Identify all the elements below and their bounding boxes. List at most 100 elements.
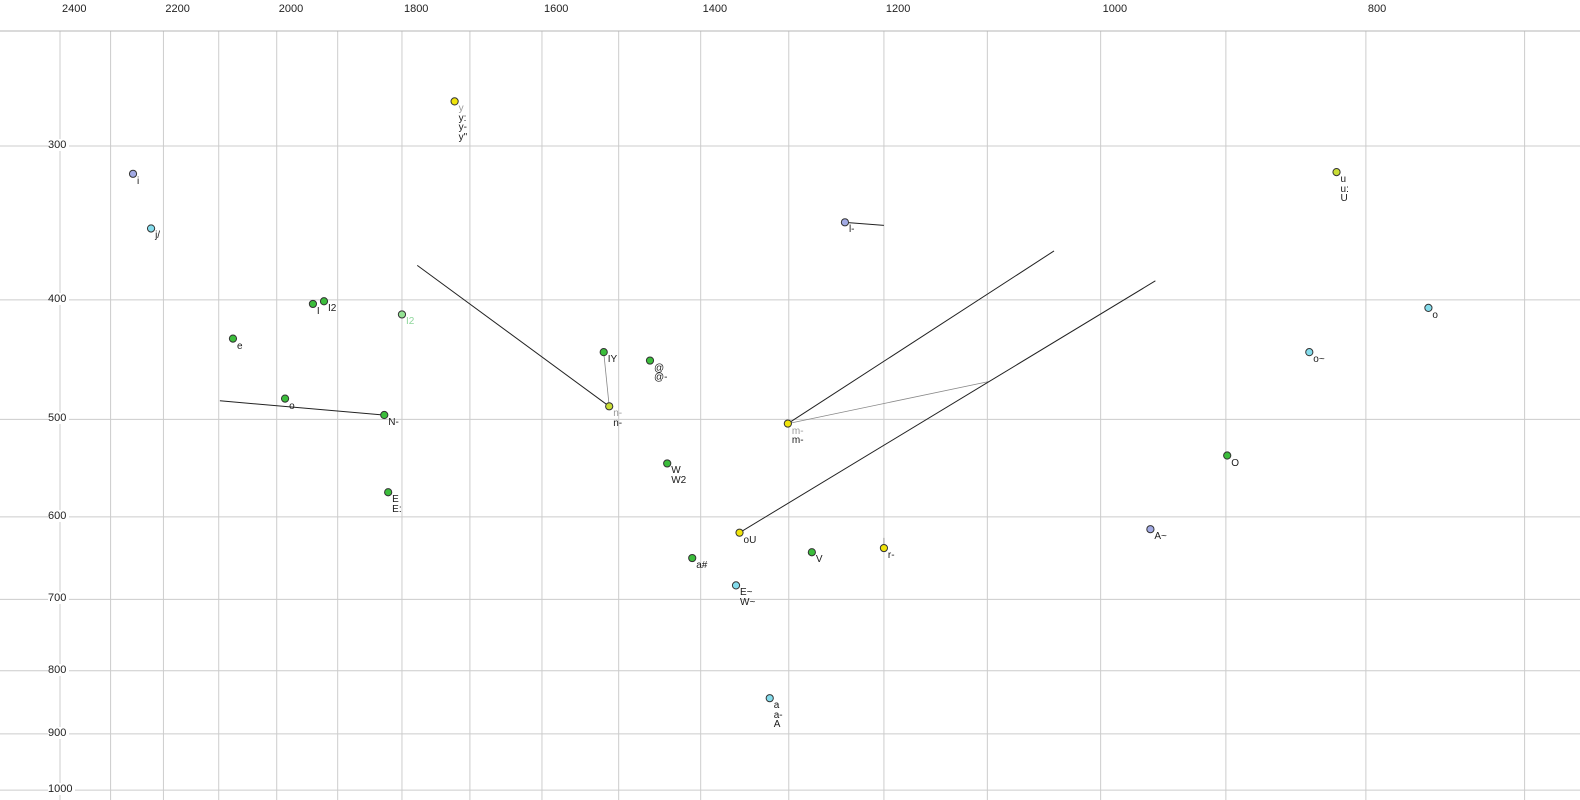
point-label-i2: I2 [328,304,336,314]
point-label-line: U [1340,193,1348,205]
x-tick-label: 1600 [543,3,569,15]
point-label-line: j/ [155,230,161,242]
point-label-line: u: [1340,183,1349,195]
point-label-line: o~ [1313,354,1325,366]
point-label-line: a- [773,709,783,721]
point-label-line: u [1340,174,1347,186]
data-point-i2[interactable] [397,310,407,319]
point-label-line: E [392,494,399,506]
trajectory-line [416,264,610,407]
x-tick-label: 1800 [403,3,429,15]
point-label-j: j/ [155,231,160,241]
y-tick-label: 700 [48,592,70,605]
data-point-y[interactable] [450,97,459,106]
point-label-line: W2 [671,474,687,486]
point-label-a: a# [696,561,707,571]
data-point-ou[interactable] [735,528,744,537]
point-label-line: m- [791,425,804,437]
point-label-line: I2 [328,303,337,315]
y-tick-label: 600 [48,509,70,522]
point-label-a: A~ [1154,532,1167,542]
point-label-line: e [236,340,243,352]
y-tick-label: 900 [48,726,70,739]
data-point-o[interactable] [1424,303,1433,312]
data-point-e[interactable] [384,488,393,497]
point-label-i: i [137,177,139,187]
point-label-line: V [815,554,823,566]
data-point-w[interactable] [663,459,672,468]
data-point-n[interactable] [380,410,389,420]
point-label-v: V [816,555,823,565]
x-tick-label: 800 [1367,3,1387,15]
point-label-pt: @ @- [653,362,667,383]
point-label-i: I [317,307,320,317]
data-point-i[interactable] [128,169,138,178]
point-label-line: IY [607,354,618,366]
point-label-line: O [1231,457,1239,469]
point-label-line: y [458,103,464,115]
y-tick-label: 1000 [48,783,76,796]
data-point-i2[interactable] [319,297,329,306]
data-point-o[interactable] [1223,451,1232,460]
point-label-a: a a- A [774,701,783,730]
trajectory-line [739,280,1156,534]
point-label-m: m-m- [791,425,804,447]
point-label-line: a [773,700,780,712]
data-point-n[interactable] [605,402,614,411]
x-tick-label: 1200 [885,3,911,15]
point-label-e: E~ W~ [740,588,755,607]
data-point-i[interactable] [308,299,318,309]
x-tick-label: 1400 [702,3,728,15]
data-point-u[interactable] [1332,168,1341,177]
data-point-j[interactable] [146,224,156,233]
data-point-o[interactable] [280,394,290,403]
data-point-o[interactable] [1305,348,1314,357]
trajectory-line [787,381,989,424]
point-label-line: A~ [1154,531,1167,543]
point-label-line: y- [458,122,467,134]
point-label-o: o [1432,311,1438,321]
point-label-n: N- [388,418,399,428]
point-label-iy: IY [608,355,617,365]
point-label-line: n- [613,417,623,429]
data-point-v[interactable] [807,548,816,557]
point-label-line: r- [887,550,895,562]
point-label-e: E E: [392,495,401,514]
data-point-a[interactable] [688,553,697,563]
point-label-line: I [316,305,320,317]
point-label-line: E~ [740,587,753,599]
x-tick-label: 2000 [278,3,304,15]
point-label-u: u u: U [1341,175,1349,204]
data-point-r[interactable] [879,543,889,553]
point-label-line: W~ [740,596,756,608]
point-label-line: m- [791,435,804,447]
data-point-pt[interactable] [645,356,655,365]
point-label-line: n- [613,408,623,420]
data-point-iy[interactable] [599,348,608,357]
y-tick-label: 300 [48,139,70,151]
data-point-a[interactable] [765,694,774,703]
point-label-line: A [773,719,781,731]
point-label-w: W W2 [671,466,686,485]
trajectory-line [844,221,884,226]
point-label-e: e [236,340,243,352]
data-point-m[interactable] [783,419,792,428]
point-label-line: i [137,175,140,187]
point-label-line: o [1432,309,1438,321]
point-label-line: N- [388,417,399,429]
trajectory-line [603,352,610,407]
point-label-line: o [289,400,295,412]
data-point-e[interactable] [731,581,741,590]
data-point-a[interactable] [1146,525,1155,534]
data-point-e[interactable] [228,334,238,343]
point-label-i2: I2 [406,317,414,327]
point-label-line: W [671,465,681,477]
y-tick-label: 800 [48,663,70,676]
trajectory-line [787,250,1055,425]
point-label-n: n-n- [613,409,622,428]
trajectory-line [219,400,385,416]
data-point-l[interactable] [840,218,850,227]
point-label-line: @ [653,362,665,374]
